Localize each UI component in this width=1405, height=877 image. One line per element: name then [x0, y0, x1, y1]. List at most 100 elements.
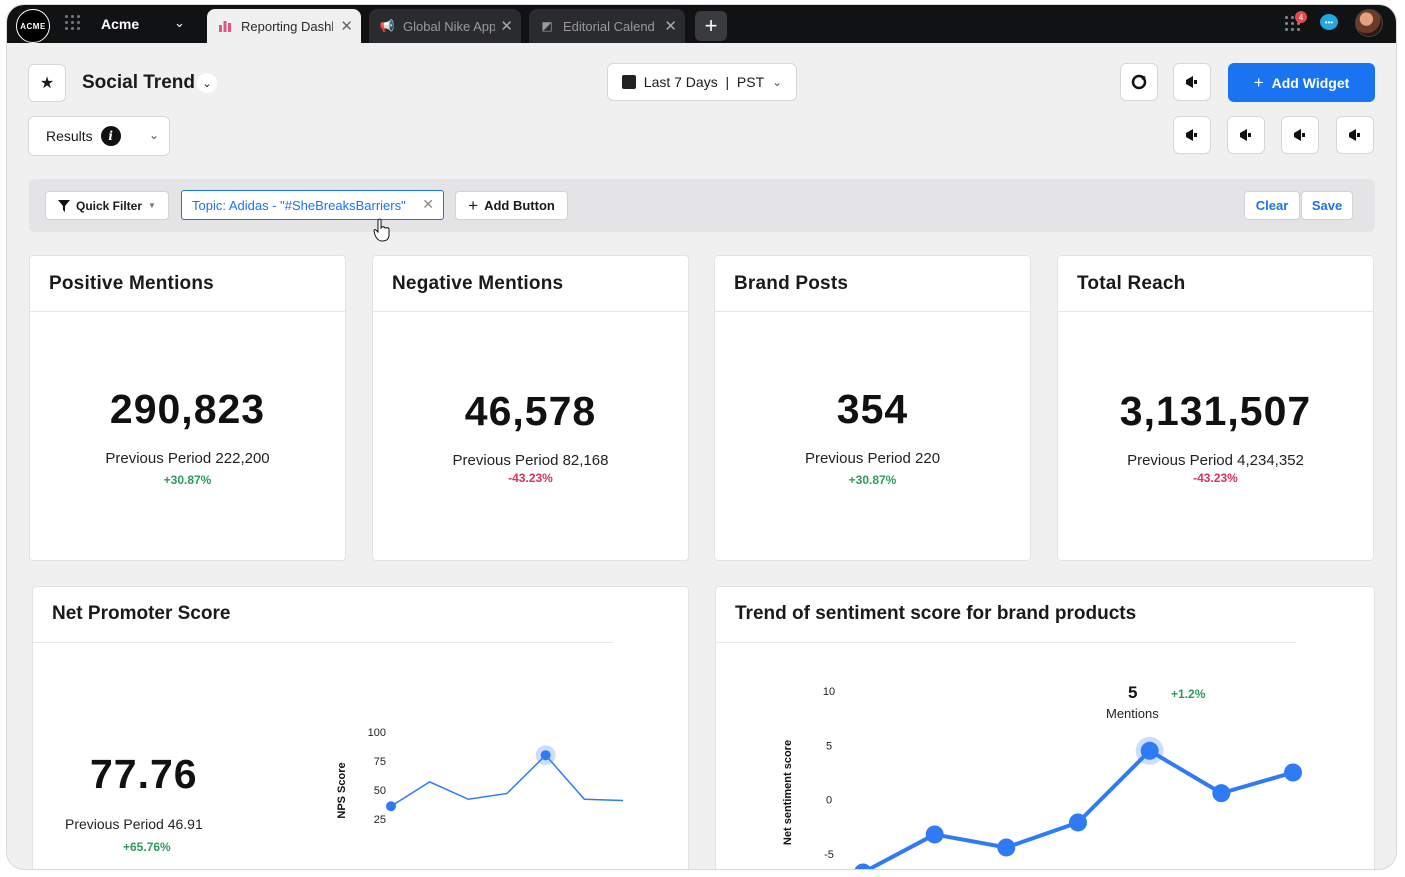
close-icon[interactable]: ✕ — [664, 18, 677, 35]
filter-bar: Quick Filter ▼ Topic: Adidas - "#SheBrea… — [29, 179, 1375, 232]
data-point — [386, 801, 396, 812]
avatar[interactable] — [1355, 9, 1383, 37]
add-widget-button[interactable]: + Add Widget — [1228, 63, 1375, 102]
caret-down-icon: ▼ — [148, 201, 156, 210]
nps-line-chart: 25 50 75 100 NPS Score — [336, 727, 624, 826]
calendar-icon: ◩ — [541, 19, 553, 33]
nps-previous-period: Previous Period 46.91 — [65, 816, 203, 832]
add-widget-label: Add Widget — [1271, 74, 1350, 91]
close-icon[interactable]: ✕ — [340, 18, 353, 35]
tooltip-change: +1.2% — [1171, 687, 1206, 701]
metric-value: 354 — [836, 386, 909, 432]
nps-card: Net Promoter Score 77.76 Previous Period… — [32, 586, 689, 869]
y-tick-label: 5 — [826, 740, 832, 752]
data-point — [540, 750, 551, 761]
change-percent: +30.87% — [163, 473, 212, 487]
metric-card-brand-posts: Brand Posts 354 Previous Period 220 +30.… — [714, 255, 1031, 561]
topic-filter-chip[interactable]: Topic: Adidas - "#SheBreaksBarriers" ✕ — [181, 190, 444, 220]
y-tick-label: 10 — [823, 686, 835, 698]
bar-chart-icon — [217, 18, 233, 34]
calendar-icon — [621, 75, 636, 89]
megaphone-icon — [1294, 129, 1305, 141]
card-title: Negative Mentions — [392, 273, 564, 294]
nps-change-percent: +65.76% — [123, 840, 171, 854]
toolbar-action-2[interactable] — [1227, 116, 1265, 154]
previous-period: Previous Period 82,168 — [452, 452, 609, 469]
y-tick-label: 0 — [826, 795, 832, 807]
nps-value: 77.76 — [90, 751, 198, 797]
sentiment-line-chart: -5 0 5 10 Net sentiment score — [782, 686, 1302, 869]
new-tab-button[interactable]: + — [695, 11, 727, 41]
change-percent: -43.23% — [1193, 471, 1238, 485]
card-title: Brand Posts — [734, 273, 849, 294]
tab-label: Global Nike App — [403, 18, 495, 34]
tab-label: Editorial Calendar — [563, 18, 655, 34]
metric-card-positive-mentions: Positive Mentions 290,823 Previous Perio… — [29, 255, 346, 561]
nps-series-line — [390, 754, 624, 807]
tab-label: Reporting Dashboard — [241, 18, 333, 34]
results-label: Results — [46, 128, 93, 144]
page-title: Social Trend — [82, 72, 195, 93]
date-range-picker[interactable]: Last 7 Days | PST ⌄ — [607, 63, 797, 101]
acme-logo[interactable]: ACME — [16, 9, 50, 43]
sentiment-trend-card: Trend of sentiment score for brand produ… — [715, 586, 1375, 869]
sentiment-series-line — [865, 748, 1294, 869]
y-axis-label: NPS Score — [336, 762, 348, 818]
y-tick-label: 50 — [374, 785, 386, 797]
refresh-icon — [1131, 74, 1147, 90]
tab-editorial-calendar[interactable]: ◩ Editorial Calendar ✕ — [529, 9, 685, 43]
close-icon[interactable]: ✕ — [500, 18, 513, 35]
clear-button[interactable]: Clear — [1244, 191, 1300, 220]
filter-icon — [58, 199, 70, 212]
toolbar-action-4[interactable] — [1336, 116, 1374, 154]
metric-value: 46,578 — [464, 388, 597, 434]
save-button[interactable]: Save — [1301, 191, 1353, 220]
metric-card-total-reach: Total Reach 3,131,507 Previous Period 4,… — [1057, 255, 1374, 561]
metric-value: 3,131,507 — [1119, 388, 1312, 434]
results-dropdown[interactable]: Results i ⌄ — [28, 116, 170, 156]
tab-reporting-dashboard[interactable]: Reporting Dashboard ✕ — [207, 9, 361, 43]
tooltip-value: 5 — [1128, 683, 1138, 702]
quick-filter-label: Quick Filter — [76, 198, 143, 213]
app-window: ACME Acme ⌄ Reporting Dashboard ✕ 📢 Glob… — [6, 4, 1397, 870]
apps-grid-icon[interactable] — [65, 15, 81, 31]
card-title: Net Promoter Score — [52, 603, 231, 624]
card-title: Total Reach — [1077, 273, 1186, 294]
megaphone-icon — [1186, 76, 1197, 88]
star-icon: ★ — [39, 75, 55, 92]
date-range-label: Last 7 Days | PST — [643, 74, 765, 90]
favorite-button[interactable]: ★ — [28, 64, 66, 102]
hand-cursor-icon — [373, 218, 390, 242]
megaphone-icon — [1240, 129, 1251, 141]
plus-icon: + — [468, 195, 479, 215]
refresh-button[interactable] — [1120, 63, 1158, 101]
add-button[interactable]: + Add Button — [455, 191, 568, 220]
data-point — [997, 838, 1016, 857]
previous-period: Previous Period 4,234,352 — [1127, 452, 1304, 469]
toolbar-action-3[interactable] — [1281, 116, 1319, 154]
quick-filter-button[interactable]: Quick Filter ▼ — [45, 191, 169, 220]
card-title: Positive Mentions — [49, 273, 214, 294]
megaphone-icon — [1349, 129, 1360, 141]
notification-badge: 4 — [1295, 11, 1307, 23]
chevron-down-icon[interactable]: ⌄ — [174, 15, 185, 30]
change-percent: -43.23% — [508, 471, 553, 485]
top-tab-bar: ACME Acme ⌄ Reporting Dashboard ✕ 📢 Glob… — [7, 5, 1396, 43]
previous-period: Previous Period 220 — [804, 450, 941, 467]
title-dropdown-icon[interactable]: ⌄ — [197, 73, 217, 93]
data-point — [1140, 741, 1159, 760]
close-icon[interactable]: ✕ — [422, 196, 434, 212]
announce-button[interactable] — [1173, 63, 1211, 101]
metric-value: 290,823 — [109, 386, 266, 432]
toolbar-action-1[interactable] — [1173, 116, 1211, 154]
data-point — [854, 863, 872, 869]
chat-icon[interactable]: ••• — [1320, 14, 1338, 30]
tab-global-nike-app[interactable]: 📢 Global Nike App ✕ — [369, 9, 521, 43]
info-icon[interactable]: i — [100, 126, 121, 146]
y-tick-label: -5 — [824, 849, 834, 861]
data-point — [925, 825, 944, 844]
org-name[interactable]: Acme — [101, 16, 140, 32]
card-title: Trend of sentiment score for brand produ… — [735, 603, 1137, 624]
y-tick-label: 75 — [374, 756, 386, 768]
y-tick-label: 100 — [368, 727, 386, 739]
